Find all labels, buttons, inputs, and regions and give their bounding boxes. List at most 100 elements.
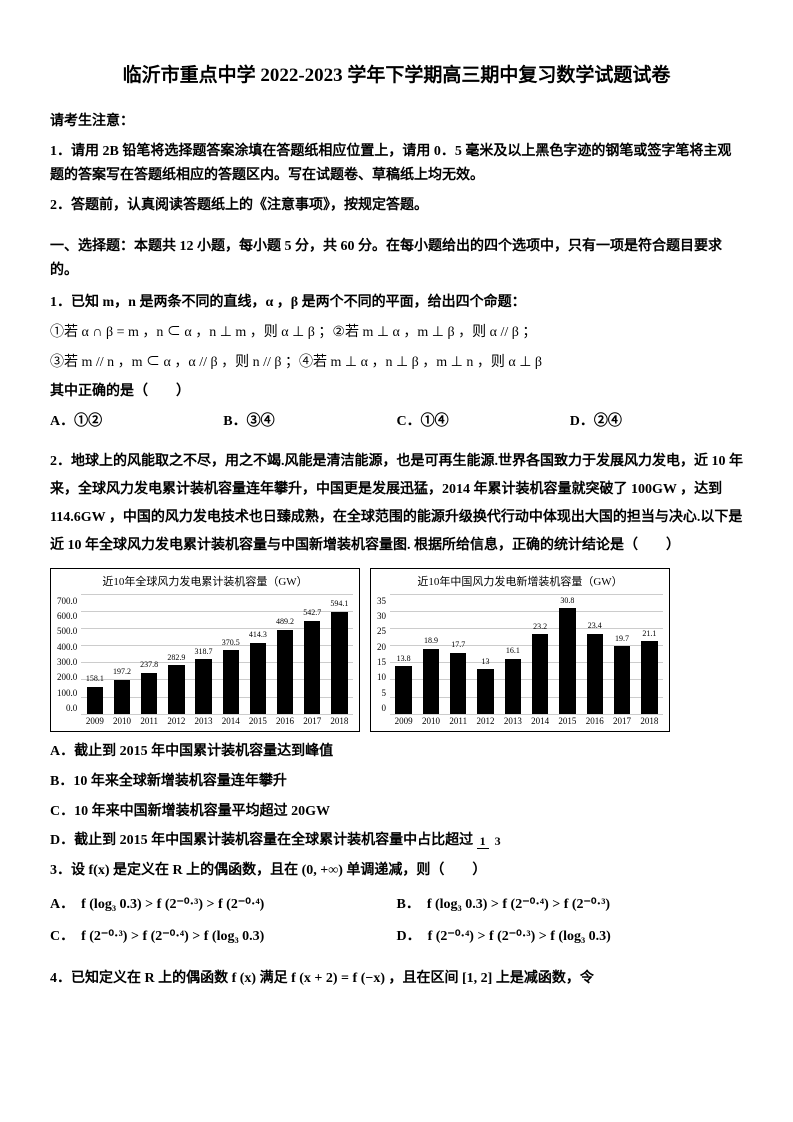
chart-bar-value: 18.9	[424, 634, 438, 648]
chart-x-tick: 2014	[526, 714, 553, 729]
q3-opt-d: D． f (2⁻⁰·⁴) > f (2⁻⁰·³) > f (log₃ 0.3)	[397, 921, 744, 953]
chart-x-tick: 2018	[326, 714, 353, 729]
chart-x-tick: 2015	[244, 714, 271, 729]
frac-den: 3	[492, 834, 504, 848]
chart-bar-col: 23.2	[526, 594, 553, 714]
q2-opt-d-fraction: 1 3	[477, 835, 504, 848]
chart-x-tick: 2013	[499, 714, 526, 729]
chart-bar	[532, 634, 548, 714]
q3-options: A． f (log₃ 0.3) > f (2⁻⁰·³) > f (2⁻⁰·⁴) …	[50, 889, 743, 953]
chart-bar-col: 197.2	[108, 594, 135, 714]
chart-bar-col: 158.1	[81, 594, 108, 714]
chart-bar	[450, 653, 466, 714]
q2-opt-d-prefix: D．截止到 2015 年中国累计装机容量在全球累计装机容量中占比超过	[50, 833, 473, 848]
q1-line3: ③若 m // n ，m ⊂ α ，α // β ，则 n // β ；④若 m…	[50, 351, 743, 375]
chart-bar-col: 16.1	[499, 594, 526, 714]
chart-bar	[477, 669, 493, 714]
chart-bar-value: 489.2	[276, 615, 294, 629]
q3-opt-a: A． f (log₃ 0.3) > f (2⁻⁰·³) > f (2⁻⁰·⁴)	[50, 889, 397, 921]
chart-bar-value: 16.1	[506, 644, 520, 658]
chart-bar	[641, 641, 657, 713]
chart-bar	[114, 680, 130, 714]
frac-num: 1	[477, 834, 489, 849]
chart-bar-value: 414.3	[249, 628, 267, 642]
chart-x-tick: 2011	[445, 714, 472, 729]
chart-bar	[277, 630, 293, 714]
chart-x-tick: 2017	[608, 714, 635, 729]
q1-line2: ①若 α ∩ β = m ，n ⊂ α ，n ⊥ m ，则 α ⊥ β ；②若 …	[50, 321, 743, 345]
chart-bar-col: 13	[472, 594, 499, 714]
chart-bars: 13.818.917.71316.123.230.823.419.721.1	[390, 594, 663, 714]
chart-bar-value: 23.2	[533, 620, 547, 634]
chart-gridline	[81, 714, 353, 715]
q3-stem: 3．设 f(x) 是定义在 R 上的偶函数，且在 (0, +∞) 单调递减，则（…	[50, 859, 743, 883]
chart-bar-col: 23.4	[581, 594, 608, 714]
chart-bar	[614, 646, 630, 714]
chart-y-tick: 15	[377, 655, 386, 670]
chart-y-tick: 600.0	[57, 609, 77, 624]
chart-bar	[250, 643, 266, 714]
chart-bar-col: 542.7	[299, 594, 326, 714]
chart-bar-value: 237.8	[140, 658, 158, 672]
chart-bar	[223, 650, 239, 714]
chart-bar-col: 18.9	[417, 594, 444, 714]
chart-bar-col: 21.1	[636, 594, 663, 714]
q1-opt-a: A．①②	[50, 410, 223, 434]
chart-bars: 158.1 197.2 237.8 282.9 318.7 370.5 414.3 489.2…	[81, 594, 353, 714]
chart-y-tick: 100.0	[57, 686, 77, 701]
chart-bar-value: 19.7	[615, 632, 629, 646]
chart-y-tick: 25	[377, 624, 386, 639]
chart-plot-area: 13.818.917.71316.123.230.823.419.721.1	[390, 594, 663, 714]
chart-x-tick: 2014	[217, 714, 244, 729]
chart-bar-value: 542.7	[303, 606, 321, 620]
chart-x-tick: 2012	[472, 714, 499, 729]
chart-bar	[87, 687, 103, 714]
chart-x-tick: 2009	[81, 714, 108, 729]
chart-x-tick: 2010	[417, 714, 444, 729]
chart-y-tick: 0.0	[57, 701, 77, 716]
chart-y-tick: 300.0	[57, 655, 77, 670]
chart-y-tick: 0	[377, 701, 386, 716]
chart-y-labels: 700.0600.0500.0400.0300.0200.0100.00.0	[57, 594, 81, 714]
chart-bar-value: 158.1	[86, 672, 104, 686]
chart-bar-col: 489.2	[271, 594, 298, 714]
q4-stem: 4．已知定义在 R 上的偶函数 f (x) 满足 f (x + 2) = f (…	[50, 967, 743, 991]
q2-opt-d: D．截止到 2015 年中国累计装机容量在全球累计装机容量中占比超过 1 3	[50, 829, 743, 853]
chart-bar-value: 13.8	[397, 652, 411, 666]
chart-title: 近10年中国风力发电新增装机容量（GW）	[377, 573, 663, 592]
notice-header: 请考生注意：	[50, 110, 743, 134]
charts-row: 近10年全球风力发电累计装机容量（GW）700.0600.0500.0400.0…	[50, 568, 743, 732]
q2-opt-a: A．截止到 2015 年中国累计装机容量达到峰值	[50, 740, 743, 764]
chart-bar	[587, 634, 603, 714]
chart-x-tick: 2009	[390, 714, 417, 729]
chart-y-labels: 35302520151050	[377, 594, 390, 714]
chart-bar-value: 282.9	[167, 651, 185, 665]
chart-gridline	[390, 714, 663, 715]
chart-y-tick: 500.0	[57, 624, 77, 639]
chart-bar-value: 197.2	[113, 665, 131, 679]
chart-bar-col: 370.5	[217, 594, 244, 714]
q1-line4: 其中正确的是（ ）	[50, 380, 743, 404]
chart-bar-col: 282.9	[163, 594, 190, 714]
chart-y-tick: 10	[377, 670, 386, 685]
q1-opt-c: C．①④	[397, 410, 570, 434]
chart-bar-value: 370.5	[222, 636, 240, 650]
chart-y-tick: 200.0	[57, 670, 77, 685]
q2-opt-c: C．10 年来中国新增装机容量平均超过 20GW	[50, 800, 743, 824]
chart-plot-area: 158.1 197.2 237.8 282.9 318.7 370.5 414.3 489.2…	[81, 594, 353, 714]
chart-bar-col: 17.7	[445, 594, 472, 714]
chart-bar-col: 318.7	[190, 594, 217, 714]
section-1-header: 一、选择题：本题共 12 小题，每小题 5 分，共 60 分。在每小题给出的四个…	[50, 235, 743, 283]
chart-bar-col: 594.1	[326, 594, 353, 714]
chart-y-tick: 400.0	[57, 640, 77, 655]
q1-stem: 1．已知 m，n 是两条不同的直线，α ，β 是两个不同的平面，给出四个命题：	[50, 291, 743, 315]
chart-x-tick: 2012	[163, 714, 190, 729]
chart-bar-value: 17.7	[451, 638, 465, 652]
chart-bar-value: 23.4	[588, 619, 602, 633]
chart-x-tick: 2010	[108, 714, 135, 729]
chart-bar-value: 13	[482, 655, 490, 669]
chart-x-tick: 2013	[190, 714, 217, 729]
chart-left: 近10年全球风力发电累计装机容量（GW）700.0600.0500.0400.0…	[50, 568, 360, 732]
chart-x-tick: 2016	[581, 714, 608, 729]
chart-x-tick: 2015	[554, 714, 581, 729]
